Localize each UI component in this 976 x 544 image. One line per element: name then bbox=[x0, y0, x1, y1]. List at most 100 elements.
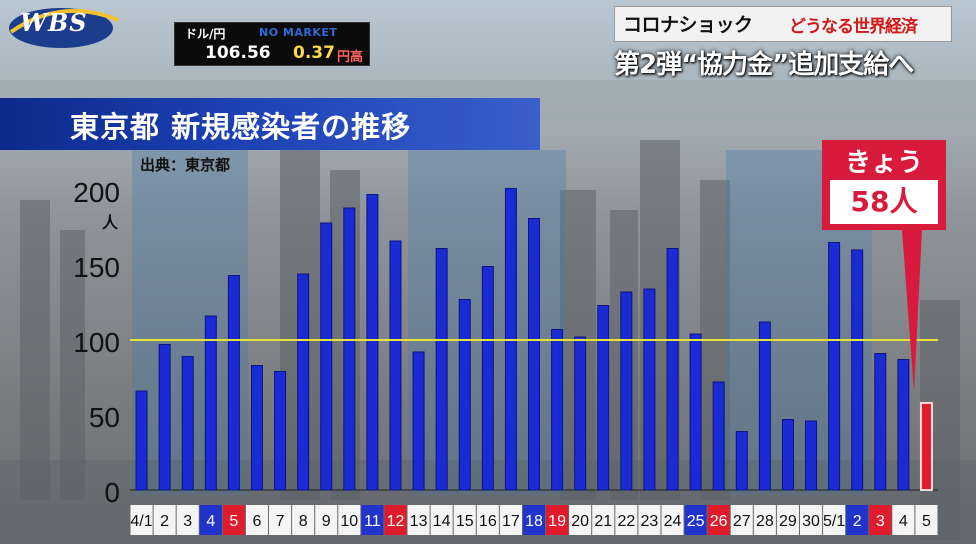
x-label-bg bbox=[153, 505, 176, 535]
bar bbox=[528, 218, 540, 491]
x-label-bg bbox=[592, 505, 615, 535]
x-tick-label: 21 bbox=[594, 513, 612, 530]
fx-rate: 106.56 bbox=[205, 43, 271, 63]
bar bbox=[666, 248, 679, 491]
x-tick-label: 9 bbox=[322, 513, 331, 530]
x-label-bg bbox=[476, 505, 499, 535]
bar bbox=[620, 291, 633, 491]
x-tick-label: 5 bbox=[922, 513, 931, 530]
bar bbox=[250, 365, 263, 491]
x-label-bg bbox=[130, 505, 153, 535]
y-axis-unit: 人 bbox=[102, 213, 119, 232]
bar bbox=[828, 242, 841, 491]
bar bbox=[158, 344, 171, 491]
x-tick-label: 22 bbox=[617, 513, 635, 530]
bar bbox=[919, 402, 933, 491]
x-label-bg bbox=[499, 505, 522, 535]
x-tick-label: 13 bbox=[410, 513, 428, 530]
bar bbox=[781, 419, 794, 491]
x-label-bg bbox=[522, 505, 546, 535]
bar bbox=[297, 273, 310, 491]
callout-value: 58人 bbox=[830, 180, 938, 224]
x-tick-label: 12 bbox=[387, 513, 405, 530]
bar bbox=[597, 305, 610, 491]
bar bbox=[712, 381, 725, 491]
x-tick-label: 17 bbox=[502, 513, 520, 530]
x-tick-label: 23 bbox=[641, 513, 659, 530]
x-tick-label: 5/1 bbox=[823, 513, 845, 530]
bar bbox=[204, 315, 217, 491]
x-label-bg bbox=[338, 505, 361, 535]
x-tick-label: 2 bbox=[853, 513, 862, 530]
fx-change-unit: 円高 bbox=[337, 50, 364, 65]
x-label-bg bbox=[776, 505, 799, 535]
x-label-bg bbox=[176, 505, 199, 535]
x-tick-label: 18 bbox=[525, 513, 543, 530]
x-tick-label: 6 bbox=[253, 513, 262, 530]
bar bbox=[227, 275, 240, 491]
x-tick-label: 25 bbox=[687, 513, 705, 530]
x-label-bg bbox=[846, 505, 869, 535]
x-tick-label: 7 bbox=[276, 513, 285, 530]
bar bbox=[735, 431, 748, 491]
x-tick-label: 10 bbox=[340, 513, 358, 530]
x-label-bg bbox=[730, 505, 753, 535]
x-tick-label: 14 bbox=[433, 513, 451, 530]
bar bbox=[320, 222, 333, 491]
x-tick-label: 4/1 bbox=[130, 513, 152, 530]
callout-label: きょう bbox=[844, 148, 923, 178]
chart-title-bar bbox=[0, 98, 540, 150]
x-label-bg bbox=[199, 505, 222, 535]
bar bbox=[458, 299, 471, 491]
x-tick-label: 26 bbox=[710, 513, 728, 530]
x-tick-label: 8 bbox=[299, 513, 308, 530]
x-tick-label: 4 bbox=[899, 513, 908, 530]
x-tick-label: 27 bbox=[733, 513, 751, 530]
bar bbox=[181, 356, 194, 491]
x-label-bg bbox=[384, 505, 407, 535]
x-label-bg bbox=[569, 505, 592, 535]
bar bbox=[551, 329, 564, 491]
x-tick-label: 5 bbox=[229, 513, 238, 530]
fx-ticker: NO MARKET bbox=[259, 26, 338, 39]
bar bbox=[135, 390, 148, 491]
bar bbox=[343, 207, 356, 491]
x-label-bg bbox=[684, 505, 707, 535]
source-label: 出典：東京都 bbox=[140, 156, 231, 174]
bar bbox=[274, 371, 287, 491]
x-label-bg bbox=[799, 505, 823, 535]
y-tick-label: 50 bbox=[89, 402, 120, 433]
today-callout: きょう 58人 bbox=[822, 140, 946, 230]
x-label-bg bbox=[222, 505, 245, 535]
x-label-bg bbox=[892, 505, 915, 535]
x-label-bg bbox=[638, 505, 661, 535]
x-label-bg bbox=[292, 505, 315, 535]
x-label-bg bbox=[915, 505, 938, 535]
x-tick-label: 3 bbox=[876, 513, 885, 530]
x-label-bg bbox=[546, 505, 569, 535]
topic-banner: コロナショック どうなる世界経済 bbox=[614, 6, 952, 42]
y-tick-label: 200 bbox=[73, 177, 120, 208]
bar bbox=[851, 249, 864, 491]
bar bbox=[574, 336, 587, 491]
y-tick-label: 150 bbox=[73, 252, 120, 283]
fx-panel: ドル/円 NO MARKET 106.56 0.37 円高 bbox=[174, 22, 370, 66]
x-label-bg bbox=[453, 505, 476, 535]
bar bbox=[874, 353, 887, 491]
x-label-bg bbox=[615, 505, 638, 535]
bar bbox=[689, 333, 702, 491]
x-label-bg bbox=[315, 505, 338, 535]
x-tick-label: 24 bbox=[664, 513, 682, 530]
bar bbox=[481, 266, 494, 491]
x-label-bg bbox=[361, 505, 384, 535]
headline-banner: 第2弾“協力金”追加支給へ bbox=[614, 44, 954, 88]
x-label-bg bbox=[823, 505, 846, 535]
topic-label: コロナショック bbox=[623, 14, 753, 36]
x-tick-label: 2 bbox=[160, 513, 169, 530]
subtopic-label: どうなる世界経済 bbox=[789, 17, 918, 37]
x-tick-label: 19 bbox=[548, 513, 566, 530]
x-tick-label: 20 bbox=[571, 513, 589, 530]
x-label-bg bbox=[245, 505, 269, 535]
x-tick-label: 29 bbox=[779, 513, 797, 530]
x-label-bg bbox=[269, 505, 292, 535]
